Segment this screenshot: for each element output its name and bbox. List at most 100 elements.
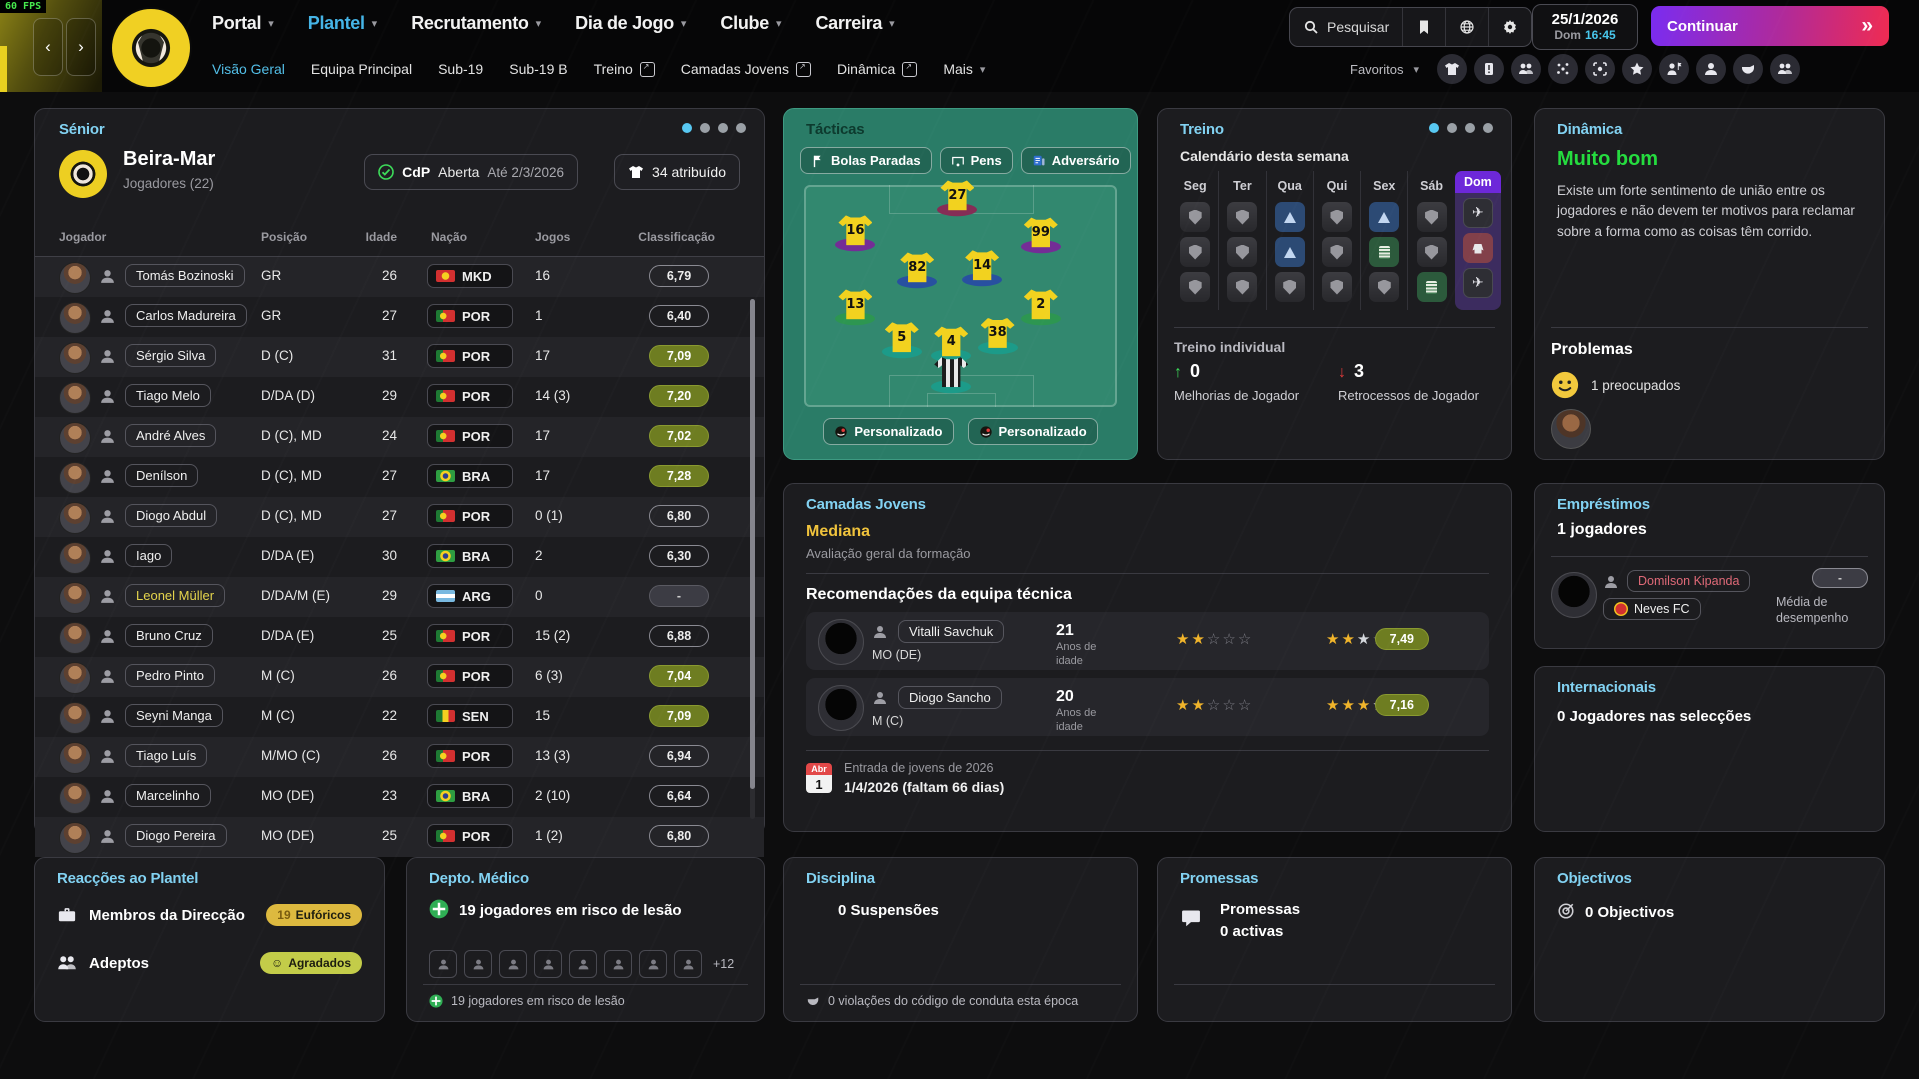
training-cell-cone[interactable]: [1274, 237, 1305, 267]
training-cell-note[interactable]: [1369, 237, 1400, 267]
column-header-jogador[interactable]: Jogador: [59, 230, 107, 244]
pagination-dot[interactable]: [1465, 123, 1475, 133]
training-cell-shield[interactable]: [1227, 202, 1258, 232]
training-cell-cone[interactable]: [1369, 202, 1400, 232]
training-cell-shield[interactable]: [1416, 237, 1447, 267]
player-name[interactable]: André Alves: [125, 424, 217, 447]
column-header-idade[interactable]: Idade: [365, 230, 397, 244]
training-cell-shield[interactable]: [1321, 237, 1352, 267]
concerned-player-avatar[interactable]: [1551, 409, 1591, 449]
table-scrollbar[interactable]: [750, 299, 755, 819]
chevron-down-icon[interactable]: ▾: [1413, 63, 1419, 76]
pitch-player-99[interactable]: 99: [1020, 217, 1061, 254]
table-row[interactable]: André Alves D (C), MD 24 POR 17 7,02: [35, 417, 764, 457]
player-name[interactable]: Sérgio Silva: [125, 344, 217, 367]
registration-chip[interactable]: CdP Aberta Até 2/3/2026: [364, 154, 578, 190]
team-shortcut[interactable]: [1511, 54, 1541, 84]
squad-shortcut[interactable]: [1770, 54, 1800, 84]
pitch-player-38[interactable]: 38: [977, 317, 1018, 354]
subnav-item-sub-19[interactable]: Sub-19: [438, 61, 483, 77]
player-name[interactable]: Leonel Müller: [125, 584, 226, 607]
player-name[interactable]: Tiago Melo: [125, 384, 211, 407]
medical-footer[interactable]: 19 jogadores em risco de lesão: [429, 994, 625, 1008]
table-row[interactable]: Diogo Abdul D (C), MD 27 POR 0 (1) 6,80: [35, 497, 764, 537]
assigned-chip[interactable]: 34 atribuído: [614, 154, 740, 190]
focus-shortcut[interactable]: [1585, 54, 1615, 84]
table-row[interactable]: Pedro Pinto M (C) 26 POR 6 (3) 7,04: [35, 657, 764, 697]
subnav-item-mais[interactable]: Mais ▾: [943, 61, 985, 77]
search-button[interactable]: Pesquisar: [1290, 8, 1402, 46]
at-risk-player-slot[interactable]: [499, 950, 527, 978]
column-header-classificacao[interactable]: Classificação: [638, 230, 715, 244]
nav-item-portal[interactable]: Portal ▾: [212, 13, 274, 34]
training-cell-plane[interactable]: ✈: [1462, 268, 1493, 298]
player-name[interactable]: Marcelinho: [125, 784, 211, 807]
suspensions-row[interactable]: 0 Suspensões: [806, 899, 1115, 925]
bookmark-button[interactable]: [1402, 8, 1445, 46]
training-cell-shield[interactable]: [1416, 202, 1447, 232]
pitch-player-gk[interactable]: [931, 357, 972, 394]
training-cell-plane[interactable]: ✈: [1462, 198, 1493, 228]
nav-item-dia-de-jogo[interactable]: Dia de Jogo ▾: [575, 13, 686, 34]
player-name[interactable]: Diogo Pereira: [125, 824, 227, 847]
continue-button[interactable]: Continuar »: [1651, 6, 1889, 46]
objectives-row[interactable]: 0 Objectivos: [1557, 901, 1862, 927]
scrollbar-thumb[interactable]: [750, 299, 755, 789]
training-cell-match[interactable]: [1462, 233, 1493, 263]
forward-button[interactable]: ›: [66, 18, 96, 76]
pitch-player-5[interactable]: 5: [881, 322, 922, 359]
at-risk-player-slot[interactable]: [674, 950, 702, 978]
pitch-player-82[interactable]: 82: [897, 252, 938, 289]
tactics-button-pens[interactable]: Pens: [939, 147, 1013, 174]
training-cell-shield[interactable]: [1321, 272, 1352, 302]
profile-shortcut[interactable]: [1696, 54, 1726, 84]
table-row[interactable]: Iago D/DA (E) 30 BRA 2 6,30: [35, 537, 764, 577]
column-header-nacao[interactable]: Nação: [431, 230, 468, 244]
kit-shortcut[interactable]: [1437, 54, 1467, 84]
column-header-posicao[interactable]: Posição: [261, 230, 308, 244]
pitch-player-13[interactable]: 13: [835, 289, 876, 326]
at-risk-player-slot[interactable]: [569, 950, 597, 978]
injury-risk-row[interactable]: 19 jogadores em risco de lesão: [429, 899, 742, 923]
game-date[interactable]: 25/1/2026 Dom 16:45: [1532, 4, 1638, 50]
table-row[interactable]: Carlos Madureira GR 27 POR 1 6,40: [35, 297, 764, 337]
report-card-shortcut[interactable]: [1474, 54, 1504, 84]
column-header-jogos[interactable]: Jogos: [535, 230, 571, 244]
table-row[interactable]: Seyni Manga M (C) 22 SEN 15 7,09: [35, 697, 764, 737]
pitch-player-27[interactable]: 27: [937, 180, 978, 217]
training-cell-shield[interactable]: [1180, 202, 1211, 232]
youth-recommendation-row[interactable]: Vitalli Savchuk MO (DE) 21 Anos de idade ★★☆…: [806, 612, 1489, 670]
table-row[interactable]: Bruno Cruz D/DA (E) 25 POR 15 (2) 6,88: [35, 617, 764, 657]
promises-row[interactable]: Promessas 0 activas: [1180, 901, 1489, 949]
training-cell-shield[interactable]: [1180, 237, 1211, 267]
fans-reaction-row[interactable]: Adeptos ☺ Agradados: [57, 949, 362, 983]
table-row[interactable]: Tiago Melo D/DA (D) 29 POR 14 (3) 7,20: [35, 377, 764, 417]
pagination-dot[interactable]: [700, 123, 710, 133]
subnav-item-sub-19-b[interactable]: Sub-19 B: [509, 61, 567, 77]
subnav-item-dinamica[interactable]: Dinâmica: [837, 61, 918, 77]
board-reaction-row[interactable]: Membros da Direcção 19 Eufóricos: [57, 901, 362, 935]
player-name[interactable]: Vitalli Savchuk: [898, 620, 1005, 643]
training-cell-shield[interactable]: [1321, 202, 1352, 232]
tactics-button-bolas-paradas[interactable]: Bolas Paradas: [800, 147, 932, 174]
nav-item-recrutamento[interactable]: Recrutamento ▾: [411, 13, 541, 34]
tactics-button-adversario[interactable]: Adversário: [1020, 147, 1131, 174]
scout-shortcut[interactable]: [1659, 54, 1689, 84]
at-risk-player-slot[interactable]: [639, 950, 667, 978]
celebration-shortcut[interactable]: [1548, 54, 1578, 84]
club-crest[interactable]: [110, 7, 192, 89]
whistle-shortcut[interactable]: [1733, 54, 1763, 84]
youth-recommendation-row[interactable]: Diogo Sancho M (C) 20 Anos de idade ★★☆☆☆ ★★★…: [806, 678, 1489, 736]
at-risk-player-slot[interactable]: [534, 950, 562, 978]
training-cell-shield[interactable]: [1227, 237, 1258, 267]
training-cell-cone[interactable]: [1274, 202, 1305, 232]
at-risk-player-slot[interactable]: [429, 950, 457, 978]
star-shortcut[interactable]: [1622, 54, 1652, 84]
subnav-item-equipa-principal[interactable]: Equipa Principal: [311, 61, 412, 77]
discipline-footer[interactable]: 0 violações do código de conduta esta ép…: [806, 994, 1078, 1008]
routine-button[interactable]: Personalizado: [823, 418, 954, 445]
pitch-player-2[interactable]: 2: [1020, 289, 1061, 326]
player-name[interactable]: Domilson Kipanda: [1627, 570, 1751, 592]
nav-item-plantel[interactable]: Plantel ▾: [308, 13, 377, 34]
player-name[interactable]: Seyni Manga: [125, 704, 223, 727]
